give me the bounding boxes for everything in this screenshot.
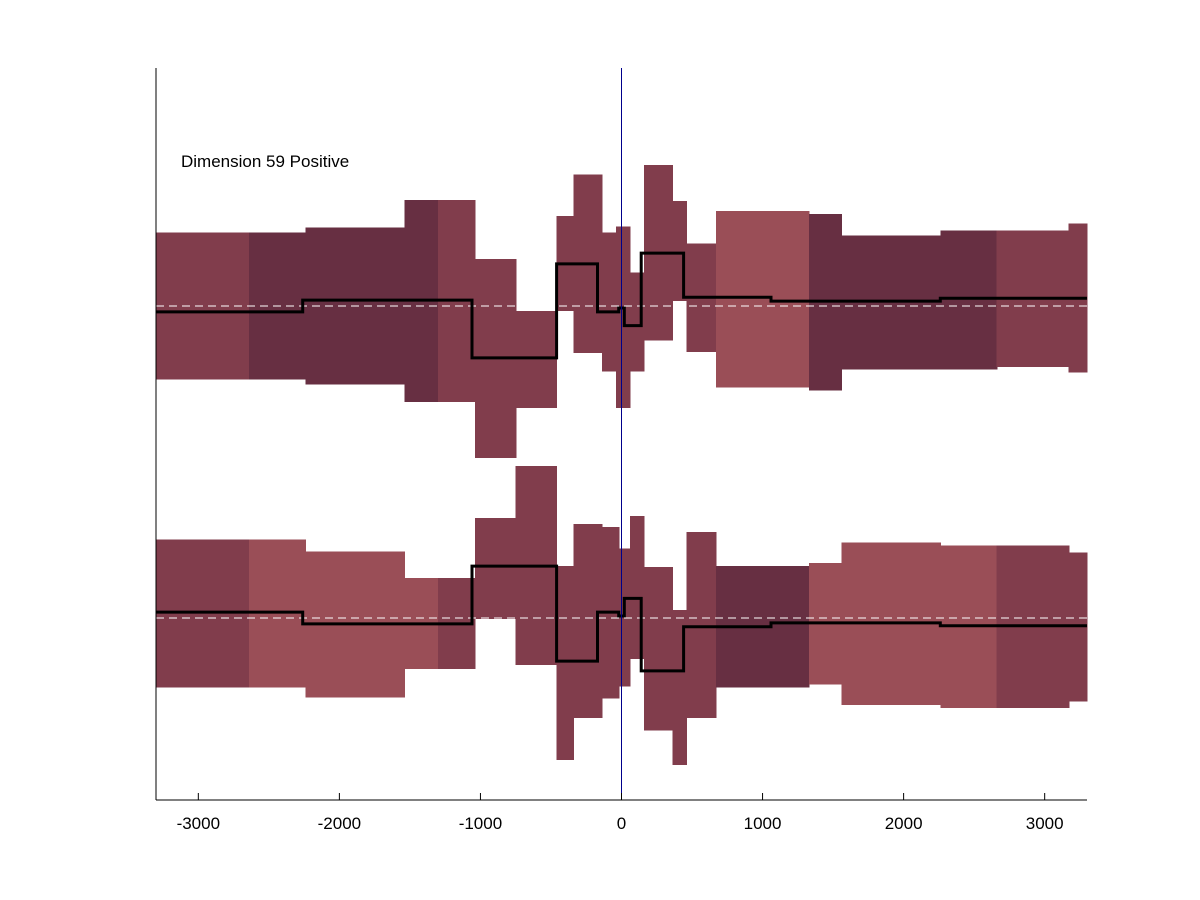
x-tick-label: 1000 [744,814,782,833]
band-bin [515,310,558,408]
x-axis-ticks: -3000 -2000 -1000 0 1000 2000 3000 [177,793,1064,833]
x-tick-label: -1000 [459,814,502,833]
band-bin [644,567,673,731]
chart-annotation: Dimension 59 Positive [181,152,349,171]
x-tick-label: 2000 [885,814,923,833]
band-bin [474,518,517,619]
x-tick-label: 0 [617,814,626,833]
x-tick-label: -3000 [177,814,220,833]
x-tick-label: 3000 [1026,814,1064,833]
x-tick-label: -2000 [318,814,361,833]
band-bin [716,210,810,388]
band-bin [940,230,998,370]
band-bin [556,566,575,761]
band-bin [686,531,717,718]
band-bin [601,232,617,372]
